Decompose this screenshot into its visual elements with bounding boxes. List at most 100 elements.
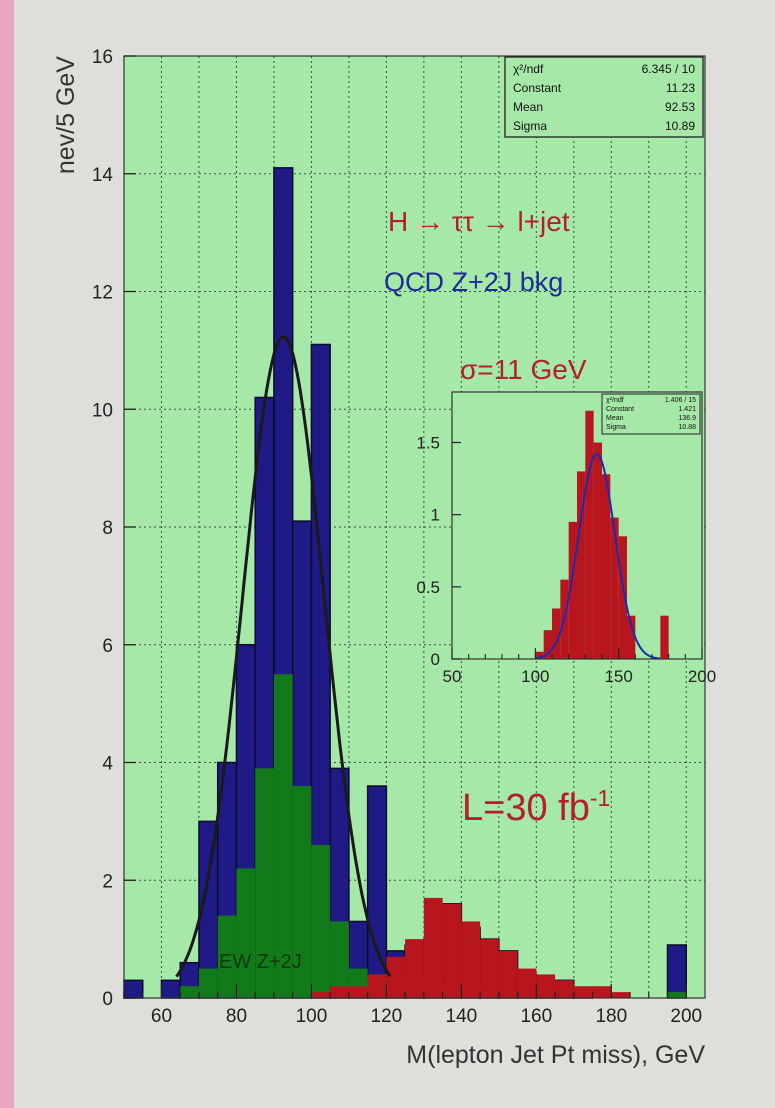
inset-bar	[577, 471, 586, 659]
inset-stats-value: 1.406 / 15	[665, 397, 696, 404]
stats-value: 10.89	[665, 119, 695, 133]
y-tick-label: 10	[92, 400, 113, 421]
ew-bar	[217, 915, 237, 998]
page-edge-strip	[0, 0, 14, 1108]
inset-stats-value: 136.9	[678, 415, 696, 422]
inset-x-tick-label: 50	[443, 667, 462, 686]
luminosity-text: L=30 fb	[462, 787, 590, 829]
inset-y-tick-label: 1	[431, 506, 440, 525]
qcd-bar	[160, 979, 181, 999]
y-tick-label: 14	[92, 165, 114, 186]
x-tick-label: 60	[151, 1006, 172, 1027]
stats-value: 6.345 / 10	[642, 62, 696, 76]
ew-label: EW Z+2J	[219, 951, 302, 973]
signal-bar	[423, 897, 443, 998]
x-axis-title: M(lepton Jet Pt miss), GeV	[406, 1041, 705, 1069]
inset-stats-value: 10.88	[678, 424, 696, 431]
y-tick-label: 6	[102, 636, 113, 657]
y-tick-label: 2	[102, 871, 113, 892]
signal-bar	[517, 968, 537, 998]
signal-bar	[442, 903, 462, 998]
inset-stats-label: χ²/ndf	[606, 397, 624, 404]
ew-bar	[236, 868, 256, 998]
signal-bar	[611, 992, 631, 998]
inset-bar	[568, 521, 577, 659]
signal-bar	[592, 986, 612, 998]
x-tick-label: 140	[446, 1006, 478, 1027]
inset-stats-label: Mean	[606, 415, 624, 422]
stats-box	[504, 56, 704, 138]
stats-label: Sigma	[513, 119, 547, 133]
inset-stats-box	[601, 393, 701, 435]
inset-plot: 0 0.5 1 1.5 50 100 150 200 χ²/ndf 1.406 / 15 Const…	[416, 391, 716, 686]
signal-bar	[536, 974, 556, 998]
process-label: H → ττ → l+jet	[388, 206, 570, 237]
stats-label: Mean	[513, 100, 543, 114]
inset-bar	[627, 615, 636, 659]
signal-bar	[480, 939, 499, 998]
stats-value: 92.53	[665, 100, 695, 114]
signal-bar	[386, 956, 406, 998]
resolution-label: σ=11 GeV	[460, 354, 587, 385]
signal-bar	[498, 950, 518, 998]
ew-bar	[667, 992, 687, 998]
inset-x-tick-label: 150	[604, 667, 632, 686]
x-tick-label: 160	[520, 1006, 552, 1027]
inset-y-tick-label: 1.5	[416, 434, 440, 453]
inset-bar	[552, 608, 561, 659]
signal-bar	[461, 921, 481, 998]
inset-x-tick-label: 100	[521, 667, 549, 686]
luminosity-label: L=30 fb-1	[462, 785, 610, 829]
stats-label: χ²/ndf	[513, 62, 544, 76]
ew-bar	[198, 968, 218, 998]
inset-bar	[602, 474, 611, 659]
inset-stats-label: Constant	[606, 406, 634, 413]
x-tick-label: 100	[296, 1006, 328, 1027]
inset-bar	[585, 410, 594, 659]
inset-bar	[543, 630, 552, 659]
y-axis-title: nev/5 GeV	[52, 56, 80, 174]
x-tick-label: 200	[670, 1006, 702, 1027]
y-tick-label: 8	[102, 518, 113, 539]
inset-stats-label: Sigma	[606, 424, 626, 431]
annotations: H → ττ → l+jet QCD Z+2J bkg σ=11 GeV L=3…	[219, 206, 610, 973]
luminosity-exponent: -1	[590, 785, 610, 811]
qcd-bar	[123, 979, 144, 999]
ew-bar	[273, 674, 293, 998]
ew-bar	[180, 986, 199, 998]
y-tick-label: 4	[102, 754, 113, 775]
inset-x-tick-label: 200	[688, 667, 716, 686]
inset-bar	[535, 651, 544, 659]
x-tick-label: 120	[371, 1006, 403, 1027]
signal-bar	[405, 939, 424, 998]
stats-label: Constant	[513, 81, 562, 95]
inset-fit-curve	[535, 452, 661, 660]
qcd-bar	[666, 944, 688, 999]
ew-bar	[292, 786, 312, 998]
signal-bar	[311, 992, 331, 998]
signal-bar	[330, 986, 349, 998]
signal-bar	[367, 974, 387, 998]
ew-bar	[255, 768, 274, 998]
ew-bar	[311, 844, 331, 998]
inset-bar	[618, 536, 627, 659]
y-tick-label: 12	[92, 283, 113, 304]
x-tick-label: 180	[595, 1006, 627, 1027]
inset-bar	[610, 517, 619, 659]
background-label: QCD Z+2J bkg	[384, 267, 563, 297]
signal-bar	[348, 986, 368, 998]
signal-bar	[555, 980, 574, 998]
inset-bar	[593, 442, 602, 659]
inset-y-tick-label: 0.5	[416, 578, 440, 597]
ew-bar	[330, 921, 349, 998]
inset-stats-value: 1.421	[678, 406, 696, 413]
y-tick-label: 0	[102, 989, 113, 1010]
inset-bar	[660, 615, 669, 659]
inset-frame	[451, 391, 703, 660]
signal-bar	[573, 986, 593, 998]
y-tick-label: 16	[92, 47, 113, 68]
inset-y-tick-label: 0	[431, 650, 440, 669]
fit-curve	[175, 335, 392, 978]
